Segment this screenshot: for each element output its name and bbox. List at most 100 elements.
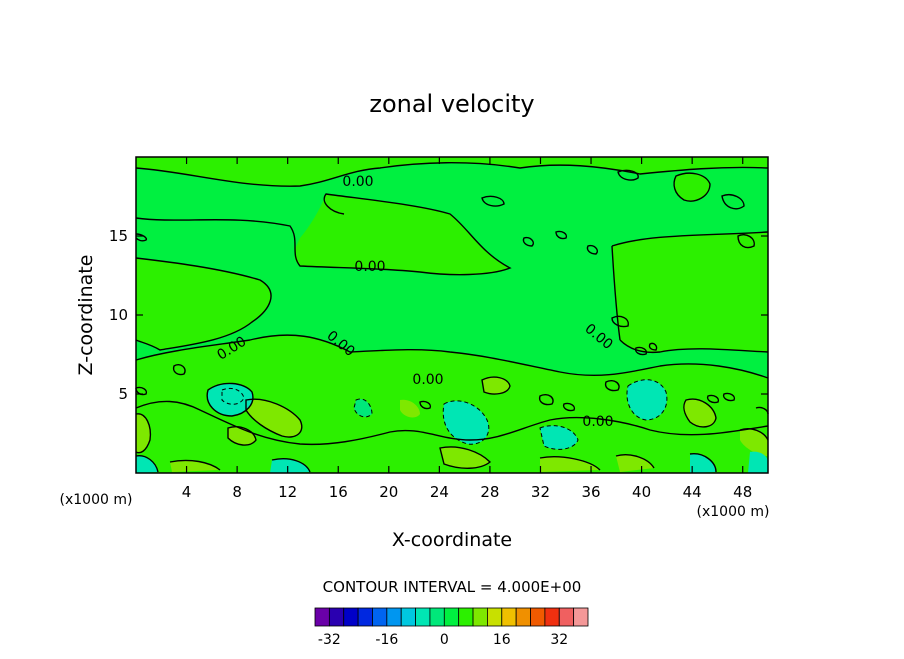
contour-label: 0.00 [354, 259, 385, 275]
contour-line [135, 162, 769, 187]
x-axis-title: X-coordinate [392, 529, 512, 551]
x-tick-label: 8 [232, 483, 242, 501]
colorbar-tick-label: 0 [440, 632, 449, 648]
colorbar-swatch [400, 607, 416, 627]
y-axis: 5 10 15 [109, 227, 768, 403]
colorbar-swatch [357, 607, 373, 627]
x-tick-label: 24 [430, 483, 449, 501]
contour-label: 0.00 [412, 372, 443, 388]
colorbar-swatch [372, 607, 388, 627]
y-axis-title: Z-coordinate [75, 255, 97, 376]
chart-title: zonal velocity [369, 90, 534, 118]
field-region [748, 451, 768, 473]
contour-line [481, 195, 505, 207]
field-region [136, 455, 158, 473]
field-region [440, 446, 490, 469]
contour-line [439, 446, 492, 469]
colorbar-swatch [487, 607, 503, 627]
colorbar-tick-label: -16 [375, 632, 398, 648]
field-region [616, 454, 654, 472]
colorbar-swatch [343, 607, 359, 627]
contour-line [648, 342, 658, 351]
x-tick-label: 4 [182, 483, 192, 501]
contour-line [539, 456, 601, 471]
contour-line [353, 398, 373, 418]
colorbar-swatch [443, 607, 460, 627]
colorbar-swatch [515, 607, 531, 627]
x-tick-label: 32 [531, 483, 550, 501]
contour-line [135, 193, 512, 276]
contour-line [611, 315, 629, 328]
colorbar-tick-label: -32 [318, 632, 341, 648]
field-region [400, 399, 420, 418]
field-region [443, 400, 489, 445]
colorbar-swatch [386, 607, 402, 627]
zero-contours [135, 162, 769, 473]
colorbar-swatch [558, 607, 575, 627]
y-tick-label: 15 [109, 227, 128, 245]
contour-line [683, 398, 717, 428]
field-region [354, 398, 372, 417]
field-region [540, 425, 578, 450]
field-region [207, 383, 253, 416]
x-tick-label: 20 [379, 483, 398, 501]
contour-line [481, 376, 511, 395]
x-tick-label: 48 [733, 483, 752, 501]
field-region [170, 460, 220, 472]
contour-line [721, 194, 745, 210]
field-region [136, 258, 272, 350]
contour-line [135, 386, 148, 396]
contour-line [522, 236, 534, 247]
contour-line [689, 453, 717, 473]
contour-line [135, 257, 272, 351]
x-axis: 4 8 12 16 20 24 28 32 36 40 44 48 [182, 157, 752, 501]
plot-area: 0.000.000.00 0.000.000.000.00 [135, 156, 769, 474]
y-units-label: (x1000 m) [60, 492, 133, 508]
contour-line [135, 400, 769, 446]
x-units-label: (x1000 m) [697, 504, 770, 520]
colorbar-swatch [573, 607, 589, 627]
contour-line [722, 392, 736, 402]
x-tick-label: 40 [632, 483, 651, 501]
negative-contours [221, 379, 668, 450]
contour-line [135, 233, 148, 242]
contour-line [538, 394, 554, 406]
contour-line [135, 334, 769, 379]
y-tick-label: 10 [109, 306, 128, 324]
contour-line [617, 169, 639, 181]
field-region [612, 232, 768, 353]
contour-line [626, 379, 668, 421]
contour-line [419, 400, 432, 410]
field-region [136, 157, 768, 187]
colorbar-swatch [328, 607, 345, 627]
field-region [740, 428, 768, 456]
field-region [246, 399, 302, 438]
contour-line [555, 230, 568, 240]
contour-line [227, 426, 257, 446]
contour-line [135, 413, 152, 454]
contour-line [673, 172, 711, 202]
field-region [136, 413, 151, 453]
colorbar-swatch [314, 607, 330, 627]
x-tick-label: 44 [683, 483, 702, 501]
contour-line [221, 387, 245, 405]
contour-line [172, 364, 186, 376]
field-region [690, 453, 716, 473]
colorbar-swatch [415, 607, 431, 627]
colorbar-tick-label: 16 [493, 632, 511, 648]
contour-line [611, 245, 621, 341]
contour-line [604, 380, 620, 392]
colorbar-swatch [472, 607, 488, 627]
contour-line [206, 382, 254, 417]
contour-line [619, 339, 769, 354]
field-region [626, 379, 667, 420]
colorbar-swatch [530, 607, 546, 627]
contour-line [586, 244, 598, 255]
contour-line [611, 231, 769, 247]
contour-line [442, 400, 490, 445]
field-region [683, 399, 716, 427]
contour-interval-text: CONTOUR INTERVAL = 4.000E+00 [323, 578, 582, 596]
contour-line [739, 428, 769, 441]
x-tick-label: 28 [480, 483, 499, 501]
